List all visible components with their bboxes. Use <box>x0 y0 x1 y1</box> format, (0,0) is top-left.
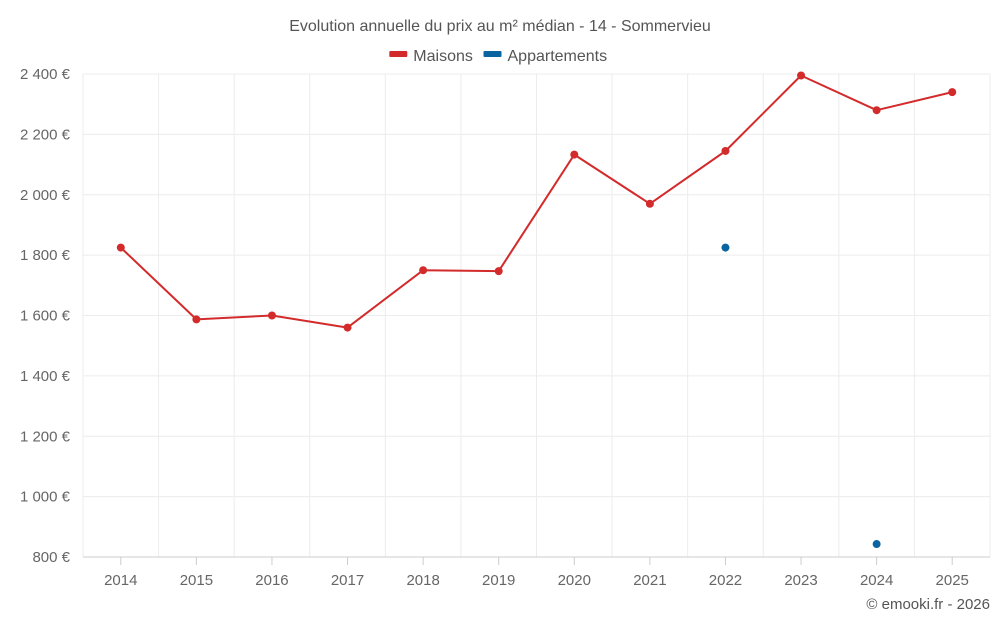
data-point-maisons-2017[interactable] <box>343 323 352 332</box>
x-tick-label: 2019 <box>482 572 515 589</box>
series-maisons <box>116 71 957 332</box>
grid <box>82 73 991 557</box>
data-point-maisons-2023[interactable] <box>797 71 806 80</box>
legend-item-maisons[interactable]: Maisons <box>389 48 473 65</box>
data-point-maisons-2014[interactable] <box>116 243 125 252</box>
data-point-appartements-2024[interactable] <box>872 540 881 549</box>
y-tick-label: 2 000 € <box>20 187 71 204</box>
x-tick-label: 2024 <box>860 572 893 589</box>
legend-swatch <box>389 51 408 57</box>
data-point-maisons-2019[interactable] <box>494 267 503 276</box>
x-tick-label: 2023 <box>784 572 817 589</box>
legend-label: Maisons <box>413 48 473 65</box>
x-tick-label: 2025 <box>936 572 969 589</box>
x-tick-label: 2020 <box>558 572 591 589</box>
y-tick-label: 800 € <box>32 549 70 566</box>
y-tick-label: 1 800 € <box>20 247 71 264</box>
x-tick-label: 2021 <box>633 572 666 589</box>
data-point-maisons-2018[interactable] <box>419 266 428 275</box>
y-tick-label: 1 000 € <box>20 489 71 506</box>
x-tick-label: 2015 <box>180 572 213 589</box>
y-tick-label: 1 600 € <box>20 308 71 325</box>
series-line <box>120 74 953 329</box>
data-point-maisons-2022[interactable] <box>721 146 730 155</box>
y-tick-label: 1 200 € <box>20 428 71 445</box>
legend-swatch <box>483 51 502 57</box>
x-tick-label: 2017 <box>331 572 364 589</box>
legend-label: Appartements <box>508 48 608 65</box>
y-tick-label: 2 200 € <box>20 126 71 143</box>
data-point-maisons-2020[interactable] <box>570 150 579 159</box>
data-point-maisons-2016[interactable] <box>267 311 276 320</box>
series-appartements <box>721 243 881 549</box>
data-point-maisons-2021[interactable] <box>645 199 654 208</box>
chart-title: Evolution annuelle du prix au m² médian … <box>289 18 711 35</box>
x-tick-label: 2014 <box>104 572 137 589</box>
y-tick-label: 1 400 € <box>20 368 71 385</box>
data-point-maisons-2015[interactable] <box>192 315 201 324</box>
x-tick-label: 2018 <box>406 572 439 589</box>
data-point-maisons-2024[interactable] <box>872 106 881 115</box>
x-tick-label: 2016 <box>255 572 288 589</box>
legend[interactable]: Maisons Appartements <box>389 48 607 65</box>
x-tick-label: 2022 <box>709 572 742 589</box>
series-layer <box>116 71 957 549</box>
data-point-appartements-2022[interactable] <box>721 243 730 252</box>
credit-label: © emooki.fr - 2026 <box>866 596 990 613</box>
legend-item-appartements[interactable]: Appartements <box>483 48 608 65</box>
data-point-maisons-2025[interactable] <box>948 88 957 97</box>
y-tick-label: 2 400 € <box>20 66 71 83</box>
axes: 800 € 1 000 € 1 200 € 1 400 € 1 600 € 1 800 €… <box>20 66 990 589</box>
